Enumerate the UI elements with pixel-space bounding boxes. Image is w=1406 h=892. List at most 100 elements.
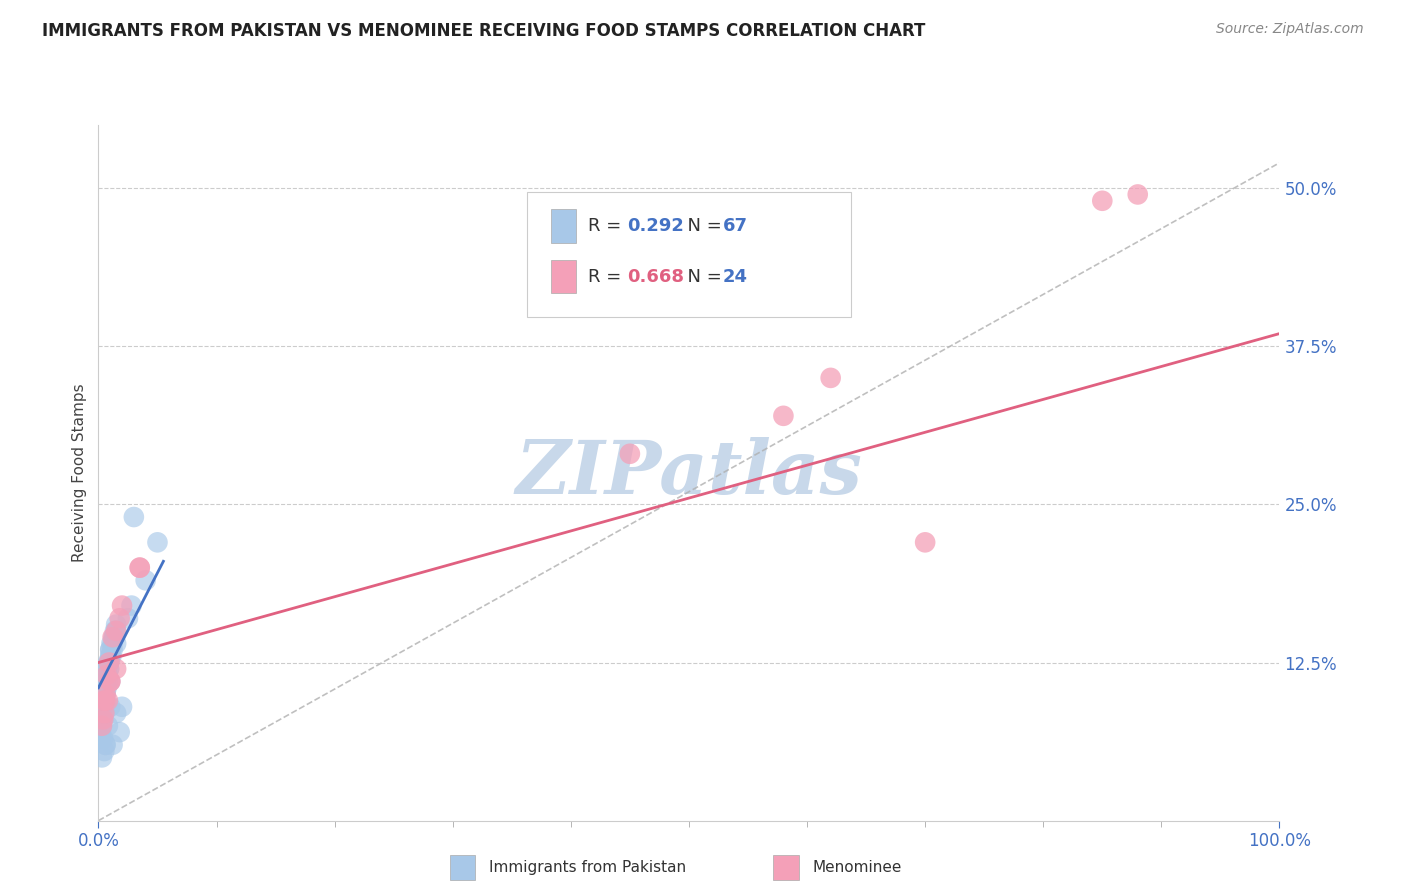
Point	[94, 738, 117, 752]
Point	[98, 674, 121, 689]
Point	[98, 674, 121, 689]
Point	[94, 681, 117, 695]
Point	[108, 725, 131, 739]
Point	[111, 699, 134, 714]
Point	[117, 611, 139, 625]
Point	[105, 706, 128, 720]
Y-axis label: Receiving Food Stamps: Receiving Food Stamps	[72, 384, 87, 562]
Point	[93, 693, 115, 707]
Point	[98, 643, 121, 657]
Point	[94, 687, 117, 701]
Point	[93, 693, 115, 707]
Point	[121, 599, 143, 613]
Point	[93, 681, 115, 695]
Point	[914, 535, 936, 549]
Point	[94, 687, 117, 701]
Point	[91, 719, 114, 733]
Point	[98, 656, 121, 670]
Point	[1126, 187, 1149, 202]
Point	[101, 643, 124, 657]
Point	[98, 674, 121, 689]
Point	[91, 687, 114, 701]
Point	[94, 674, 117, 689]
Point	[90, 725, 112, 739]
Point	[97, 674, 120, 689]
Point	[91, 693, 114, 707]
Point	[98, 656, 121, 670]
Point	[90, 731, 112, 746]
Point	[108, 611, 131, 625]
Point	[93, 687, 115, 701]
Point	[97, 719, 120, 733]
Point	[93, 706, 115, 720]
Text: IMMIGRANTS FROM PAKISTAN VS MENOMINEE RECEIVING FOOD STAMPS CORRELATION CHART: IMMIGRANTS FROM PAKISTAN VS MENOMINEE RE…	[42, 22, 925, 40]
Text: 0.668: 0.668	[627, 268, 685, 285]
Point	[98, 662, 121, 676]
Point	[146, 535, 169, 549]
Text: Immigrants from Pakistan: Immigrants from Pakistan	[489, 861, 686, 875]
Point	[97, 674, 120, 689]
Point	[105, 617, 128, 632]
Point	[96, 668, 118, 682]
Point	[91, 693, 114, 707]
Point	[94, 687, 117, 701]
Point	[91, 713, 114, 727]
Point	[772, 409, 794, 423]
Point	[128, 560, 150, 574]
Text: N =: N =	[676, 217, 728, 235]
Text: 24: 24	[723, 268, 748, 285]
Point	[1091, 194, 1114, 208]
Point	[91, 719, 114, 733]
Point	[97, 656, 120, 670]
Point	[94, 674, 117, 689]
Point	[91, 750, 114, 764]
Point	[105, 624, 128, 638]
Point	[128, 560, 150, 574]
Point	[98, 649, 121, 664]
Point	[98, 649, 121, 664]
Point	[94, 693, 117, 707]
Point	[91, 706, 114, 720]
Point	[97, 668, 120, 682]
Text: R =: R =	[588, 217, 627, 235]
Point	[91, 699, 114, 714]
Point	[91, 713, 114, 727]
Point	[98, 699, 121, 714]
Point	[96, 662, 118, 676]
Point	[101, 630, 124, 644]
Text: 67: 67	[723, 217, 748, 235]
Point	[101, 738, 124, 752]
Point	[135, 574, 157, 588]
Point	[91, 713, 114, 727]
Point	[101, 636, 124, 650]
Point	[96, 668, 118, 682]
Point	[93, 699, 115, 714]
Text: Source: ZipAtlas.com: Source: ZipAtlas.com	[1216, 22, 1364, 37]
Point	[96, 668, 118, 682]
Point	[105, 662, 128, 676]
Point	[93, 706, 115, 720]
Point	[94, 738, 117, 752]
Point	[91, 693, 114, 707]
Text: ZIPatlas: ZIPatlas	[516, 436, 862, 509]
Point	[111, 599, 134, 613]
Point	[619, 447, 641, 461]
Point	[103, 630, 125, 644]
Text: N =: N =	[676, 268, 728, 285]
Point	[122, 510, 145, 524]
Point	[98, 643, 121, 657]
Point	[97, 693, 120, 707]
Point	[105, 624, 128, 638]
Point	[820, 371, 842, 385]
Point	[98, 662, 121, 676]
Point	[90, 719, 112, 733]
Point	[104, 624, 127, 638]
Point	[105, 636, 128, 650]
Text: Menominee: Menominee	[813, 861, 903, 875]
Point	[98, 656, 121, 670]
Point	[100, 636, 122, 650]
Point	[91, 731, 114, 746]
Point	[93, 744, 115, 758]
Text: 0.292: 0.292	[627, 217, 683, 235]
Text: R =: R =	[588, 268, 627, 285]
